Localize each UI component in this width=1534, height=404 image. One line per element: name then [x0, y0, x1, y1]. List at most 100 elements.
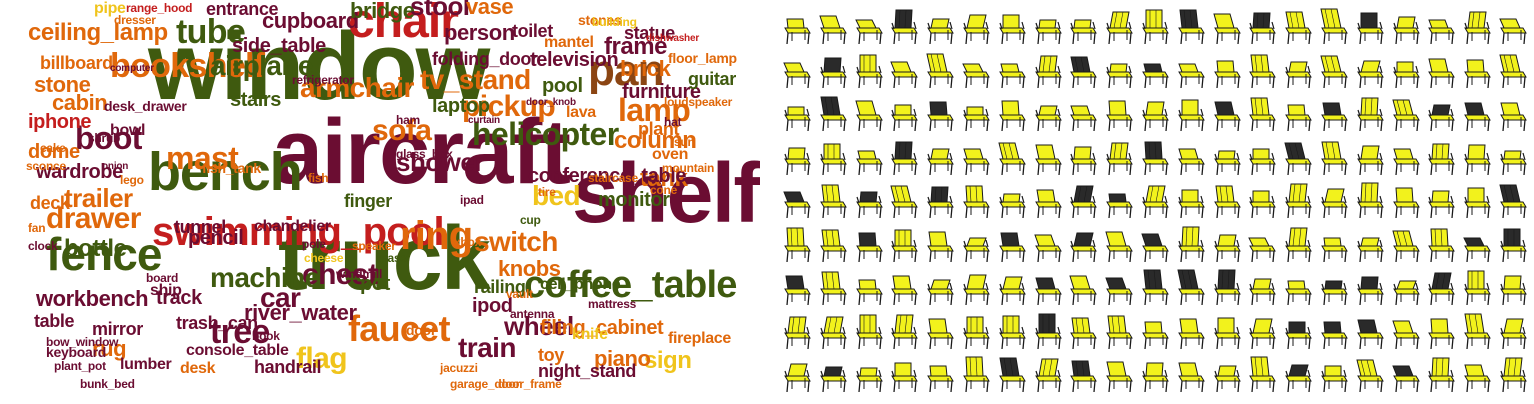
- chair-model-thumbnail: [1387, 313, 1423, 349]
- cloud-word-boot: boot: [75, 120, 142, 157]
- cloud-word-stool: stool: [410, 0, 470, 22]
- chair-model-thumbnail: [993, 139, 1029, 175]
- chair-model-thumbnail: [885, 139, 921, 175]
- chair-model-thumbnail: [1136, 226, 1172, 262]
- chair-model-thumbnail: [921, 226, 957, 262]
- cloud-word-finger: finger: [344, 190, 392, 211]
- chair-model-thumbnail: [1315, 8, 1351, 45]
- chair-model-thumbnail: [1208, 182, 1244, 219]
- cloud-word-furniture: furniture: [622, 81, 701, 103]
- cloud-word-pot: pot: [360, 273, 390, 295]
- chair-model-thumbnail: [778, 182, 814, 219]
- cloud-word-dishwasher: dishwasher: [646, 33, 700, 44]
- chair-model-thumbnail: [1494, 356, 1530, 393]
- chair-model-thumbnail: [1494, 95, 1530, 132]
- cloud-word-building: building: [592, 15, 637, 30]
- chair-model-thumbnail: [1029, 52, 1065, 88]
- chair-model-thumbnail: [1172, 52, 1208, 88]
- chair-model-thumbnail: [1100, 269, 1136, 306]
- chair-model-thumbnail: [1172, 182, 1208, 219]
- chair-model-thumbnail: [814, 52, 850, 88]
- chair-model-thumbnail: [1494, 182, 1530, 219]
- cloud-word-ipod: ipod: [472, 295, 513, 317]
- cloud-word-mast: mast: [166, 140, 239, 177]
- chair-model-thumbnail: [1315, 356, 1351, 393]
- chair-model-thumbnail: [850, 269, 886, 306]
- chair-model-thumbnail: [921, 139, 957, 175]
- cloud-word-lego: lego: [120, 173, 144, 188]
- chair-model-thumbnail: [1136, 139, 1172, 175]
- cloud-word-keyboard: keyboard: [46, 343, 107, 360]
- chair-model-thumbnail: [1458, 95, 1494, 132]
- cloud-word-stairs: stairs: [230, 89, 281, 111]
- chair-model-thumbnail: [1208, 8, 1244, 45]
- chair-model-thumbnail: [1243, 313, 1279, 349]
- cloud-word-aircraft: aircraft: [272, 101, 571, 204]
- cloud-word-switch: switch: [474, 225, 558, 257]
- chair-model-thumbnail: [1172, 226, 1208, 262]
- cloud-word-trash-can: trash_can: [176, 312, 258, 333]
- cloud-word-wheel: wheel: [504, 311, 574, 342]
- chair-model-thumbnail: [1100, 8, 1136, 45]
- chair-model-thumbnail: [814, 95, 850, 132]
- cloud-word-xbox: xbox: [454, 235, 482, 250]
- cloud-word-swimming-pool: swimming_pool: [152, 210, 445, 254]
- chair-model-thumbnail: [993, 269, 1029, 306]
- cloud-word-windmill: windmill: [336, 267, 383, 282]
- chair-model-thumbnail: [1422, 313, 1458, 349]
- cloud-word-tube: tube: [176, 12, 246, 51]
- cloud-word-tunnel: tunnel: [174, 216, 226, 237]
- cloud-word-entrance: entrance: [206, 0, 279, 19]
- cloud-word-tire: tire: [538, 185, 556, 200]
- cloud-word-guitar: guitar: [688, 68, 736, 89]
- cloud-word-mountain: mountain: [662, 161, 715, 176]
- cloud-word-dome: dome: [28, 141, 80, 163]
- cloud-word-handrail: handrail: [254, 356, 322, 377]
- cloud-word-jacuzzi: jacuzzi: [440, 361, 478, 376]
- chair-model-thumbnail: [1100, 139, 1136, 175]
- chair-model-thumbnail: [1136, 8, 1172, 45]
- chair-model-thumbnail: [1458, 269, 1494, 306]
- cloud-word-cabin: cabin: [52, 90, 108, 116]
- cloud-word-knobs: knobs: [498, 256, 561, 282]
- cloud-word-mirror: mirror: [92, 318, 143, 339]
- chair-model-thumbnail: [778, 52, 814, 88]
- chair-model-thumbnail: [1243, 269, 1279, 306]
- cloud-word-billboard: billboard: [40, 52, 113, 73]
- chair-model-thumbnail: [1315, 269, 1351, 306]
- cloud-word-lava: lava: [566, 104, 596, 122]
- chair-model-thumbnail: [957, 52, 993, 88]
- chair-model-thumbnail: [1243, 226, 1279, 262]
- cloud-word-piano: piano: [594, 346, 651, 372]
- chair-model-thumbnail: [1100, 52, 1136, 88]
- cloud-word-floor-lamp: floor_lamp: [668, 49, 737, 66]
- chair-model-thumbnail: [1208, 226, 1244, 262]
- chair-model-thumbnail: [1387, 226, 1423, 262]
- cloud-word-rug: rug: [92, 336, 127, 362]
- cloud-word-sofa: sofa: [372, 114, 432, 147]
- chair-model-thumbnail: [850, 52, 886, 88]
- cloud-word-door-knob: door_knob: [526, 97, 576, 108]
- chair-model-thumbnail: [1064, 52, 1100, 88]
- chair-model-thumbnail: [1387, 269, 1423, 306]
- chair-model-thumbnail: [1029, 95, 1065, 132]
- chair-model-thumbnail: [1458, 182, 1494, 219]
- cloud-word-sconce: sconce: [26, 159, 66, 174]
- cloud-word-shelf: shelf: [572, 145, 760, 240]
- chair-model-thumbnail: [1387, 8, 1423, 45]
- chair-model-thumbnail: [1064, 182, 1100, 219]
- cloud-word-coffee-table: coffee_table: [524, 263, 737, 306]
- chair-model-thumbnail: [885, 226, 921, 262]
- chair-model-thumbnail: [1243, 52, 1279, 88]
- cloud-word-iphone: iphone: [28, 111, 92, 133]
- cloud-word-pickup: pickup: [462, 90, 556, 123]
- chair-model-thumbnail: [1243, 8, 1279, 45]
- cloud-word-curtain: curtain: [468, 115, 500, 126]
- chair-model-thumbnail: [921, 313, 957, 349]
- cloud-word-door: door: [406, 321, 436, 338]
- chair-model-thumbnail: [1422, 8, 1458, 45]
- cloud-word-airplane: airplane: [210, 49, 313, 81]
- cloud-word-fan: fan: [28, 221, 46, 236]
- chair-model-thumbnail: [1064, 313, 1100, 349]
- chair-model-thumbnail: [1243, 139, 1279, 175]
